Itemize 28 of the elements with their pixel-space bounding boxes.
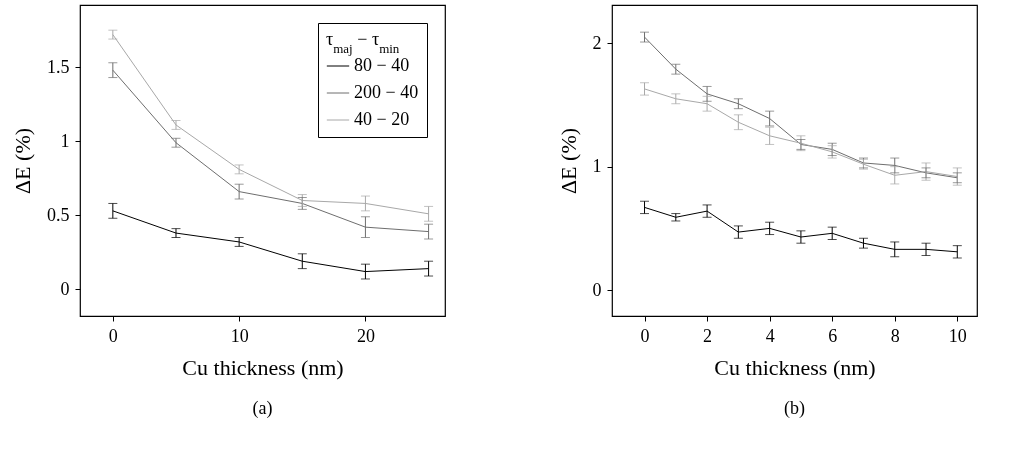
x-tick-label: 6 (828, 325, 838, 346)
y-tick-label: 1 (592, 156, 602, 177)
x-tick-label: 2 (703, 325, 713, 346)
x-tick-label: 0 (640, 325, 650, 346)
x-tick-label: 0 (108, 325, 118, 346)
text: (a) (252, 398, 273, 419)
legend-title: τ$_{maj}$ − τ$_{min}$ (326, 29, 400, 56)
y-tick-label: 2 (592, 32, 602, 53)
x-axis-title: Cu thickness (nm) (714, 354, 876, 380)
x-tick-label: 8 (890, 325, 900, 346)
x-tick-label: 4 (765, 325, 775, 346)
y-tick-label: 1 (60, 130, 70, 151)
y-axis-title: ΔE (%) (555, 127, 581, 195)
line-series (644, 206, 958, 253)
x-tick-label: 10 (948, 325, 967, 346)
y-tick-label: 1.5 (47, 56, 70, 77)
x-axis-title: Cu thickness (nm) (182, 354, 344, 380)
text: (b) (784, 398, 805, 419)
legend-label: 80 − 40 (354, 55, 410, 75)
y-tick-label: 0.5 (47, 204, 70, 225)
x-tick-label: 10 (230, 325, 249, 346)
y-tick-label: 0 (60, 278, 70, 299)
x-tick-label: 20 (356, 325, 375, 346)
y-axis-title: ΔE (%) (10, 127, 35, 195)
y-tick-label: 0 (592, 279, 602, 300)
legend-label: 40 − 20 (354, 109, 410, 129)
legend-label: 200 − 40 (354, 82, 419, 102)
line-series (644, 36, 958, 179)
